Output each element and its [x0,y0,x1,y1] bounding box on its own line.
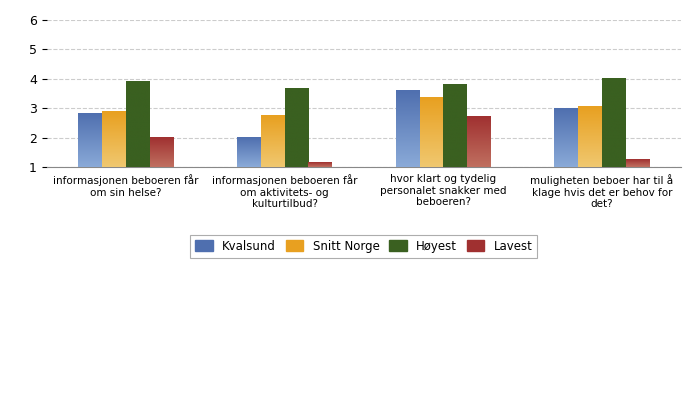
Legend: Kvalsund, Snitt Norge, Høyest, Lavest: Kvalsund, Snitt Norge, Høyest, Lavest [190,235,538,258]
